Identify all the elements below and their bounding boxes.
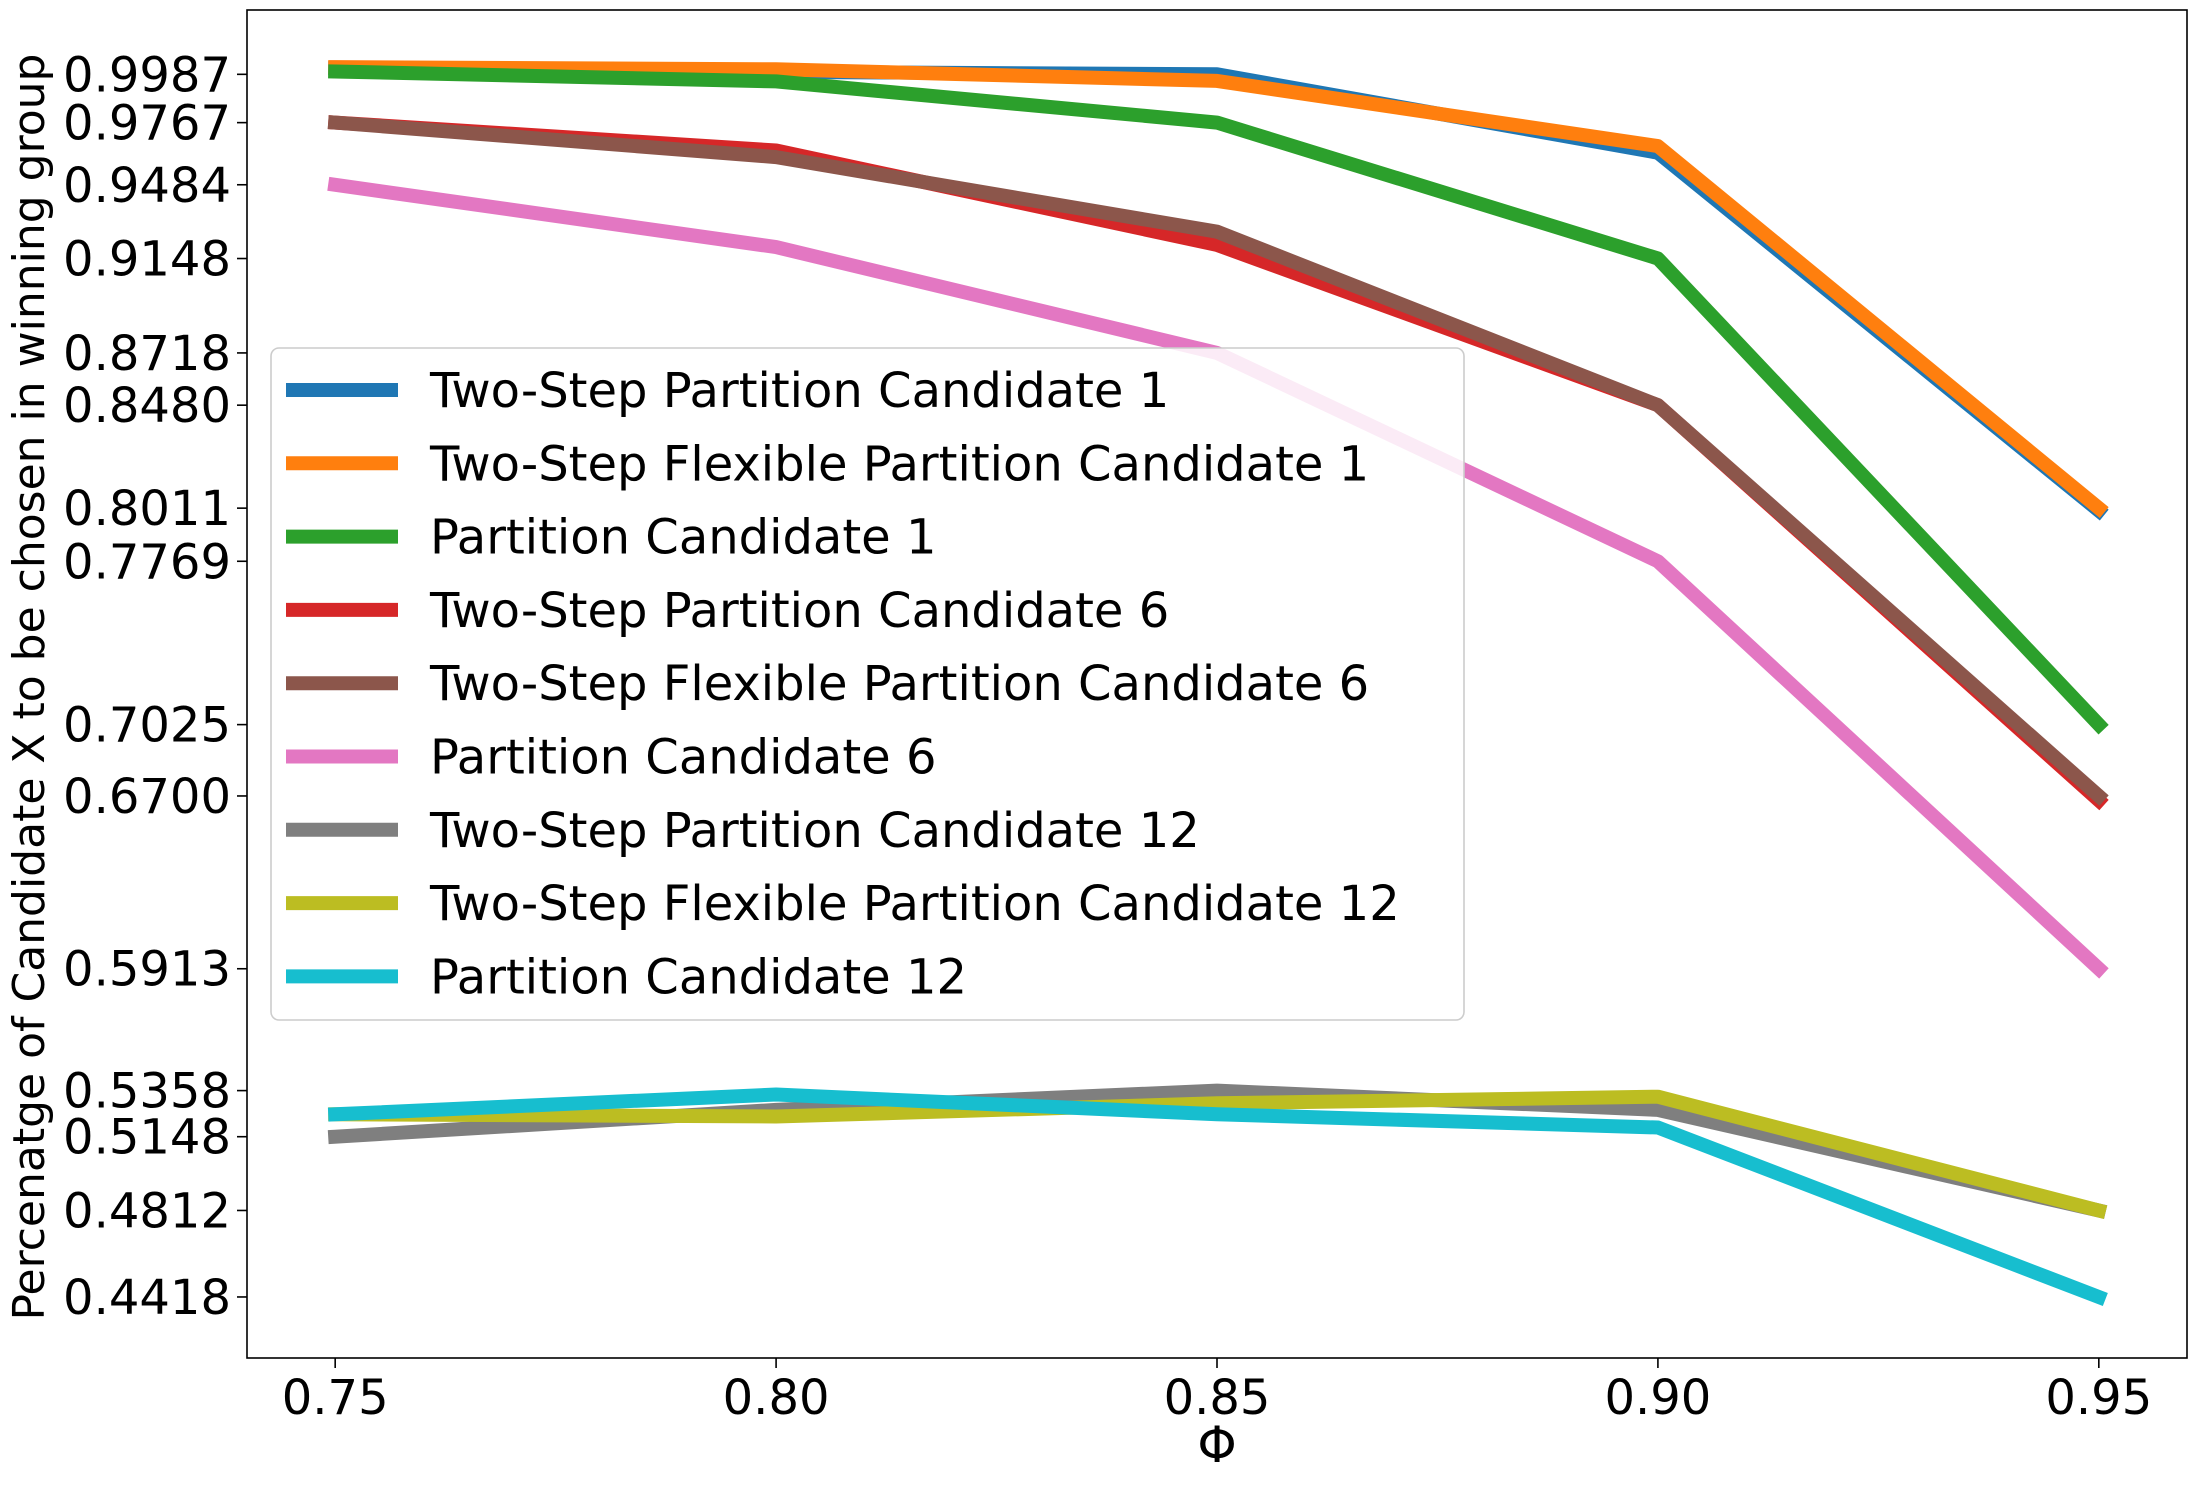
y-tick-label: 0.8718 — [63, 326, 231, 382]
y-axis-label: Percenatge of Candidate X to be chosen i… — [4, 54, 55, 1321]
series-line-3 — [328, 64, 2109, 735]
x-tick-label: 0.80 — [723, 1370, 830, 1426]
legend-items: Two-Step Partition Candidate 1 Two-Step F… — [286, 363, 1400, 1005]
x-axis: 0.75 0.80 0.85 0.90 0.95 — [282, 1358, 2152, 1426]
legend-label: Partition Candidate 1 — [430, 510, 936, 566]
legend-label: Two-Step Partition Candidate 1 — [429, 363, 1169, 419]
series-line-2 — [328, 60, 2109, 518]
legend-label: Partition Candidate 6 — [430, 730, 936, 786]
x-axis-label: Φ — [1197, 1416, 1236, 1474]
x-tick-label: 0.90 — [1604, 1370, 1711, 1426]
y-tick-label: 0.5913 — [63, 942, 231, 998]
legend-label: Two-Step Flexible Partition Candidate 12 — [429, 876, 1400, 932]
x-tick-label: 0.75 — [282, 1370, 389, 1426]
series-line-8 — [328, 1089, 2108, 1220]
y-tick-label: 0.9484 — [63, 158, 231, 214]
legend-label: Two-Step Flexible Partition Candidate 1 — [429, 436, 1369, 492]
y-tick-label: 0.9148 — [63, 232, 231, 288]
legend: Two-Step Partition Candidate 1 Two-Step F… — [270, 347, 1465, 1021]
legend-box — [270, 347, 1465, 1021]
x-tick-label: 0.95 — [2045, 1370, 2152, 1426]
y-tick-label: 0.7025 — [63, 698, 231, 754]
series-line-9 — [327, 1087, 2108, 1307]
y-tick-label: 0.4812 — [63, 1183, 231, 1239]
y-tick-label: 0.5148 — [63, 1110, 231, 1166]
y-tick-label: 0.8480 — [63, 378, 231, 434]
y-tick-label: 0.9987 — [63, 47, 231, 103]
y-tick-label: 0.9767 — [63, 96, 231, 152]
legend-label: Partition Candidate 12 — [430, 949, 967, 1005]
legend-label: Two-Step Partition Candidate 6 — [429, 583, 1169, 639]
series-line-5 — [327, 115, 2109, 806]
y-tick-label: 0.8011 — [63, 481, 231, 537]
y-tick-label: 0.5358 — [63, 1064, 231, 1120]
y-tick-label: 0.4418 — [63, 1270, 231, 1326]
y-tick-label: 0.6700 — [63, 769, 231, 825]
y-tick-label: 0.7769 — [63, 534, 231, 590]
legend-label: Two-Step Partition Candidate 12 — [429, 803, 1200, 859]
x-tick-label: 0.85 — [1164, 1370, 1271, 1426]
legend-label: Two-Step Flexible Partition Candidate 6 — [429, 656, 1369, 712]
